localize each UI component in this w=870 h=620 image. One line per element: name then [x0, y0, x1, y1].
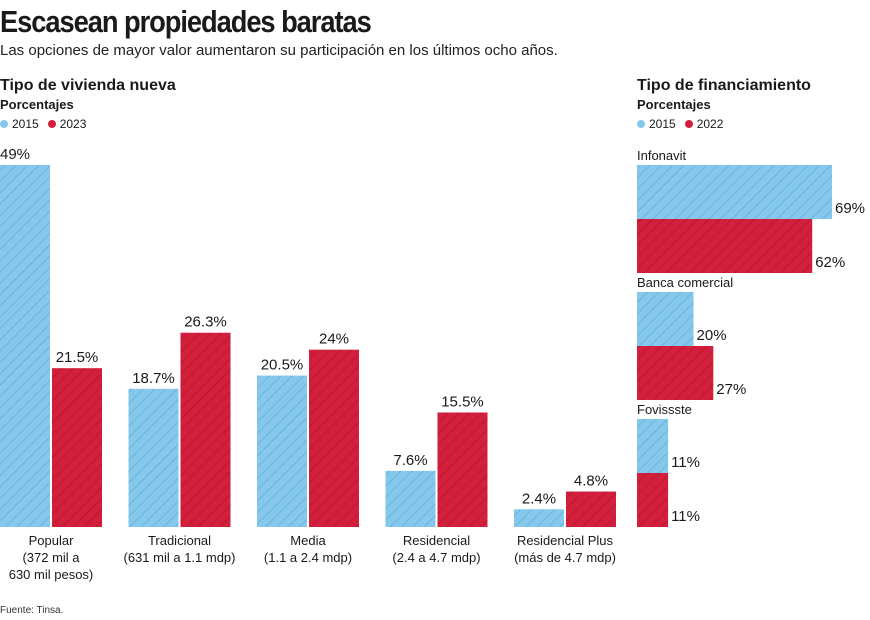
- vivienda-value-label-2015-1: 18.7%: [132, 370, 175, 387]
- legend-swatch-2015-fin: [637, 120, 645, 128]
- source-note: Fuente: Tinsa.: [0, 605, 64, 616]
- financiamiento-bar-2022-1: [637, 346, 714, 400]
- vivienda-bar-2023-0: [52, 368, 102, 527]
- vivienda-value-label-2015-0: 49%: [0, 146, 30, 163]
- vivienda-category-label-0-2: 630 mil pesos): [9, 567, 94, 582]
- financiamiento-value-label-2022-0: 62%: [815, 254, 845, 271]
- vivienda-value-label-2015-2: 20.5%: [261, 357, 304, 374]
- legend-item-2015-fin: 2015: [637, 117, 676, 131]
- vivienda-bar-2015-1: [128, 388, 179, 527]
- vivienda-bar-2015-4: [514, 509, 564, 527]
- financiamiento-bars-group: Infonavit 69% 62% Banca comercial 20% 27% Fovi…: [637, 148, 865, 527]
- financiamiento-bar-2015-2: [637, 419, 669, 473]
- vivienda-value-label-2023-4: 4.8%: [574, 473, 608, 490]
- financiamiento-bar-2015-0: [637, 165, 832, 219]
- vivienda-category-label-2-1: (1.1 a 2.4 mdp): [264, 550, 352, 565]
- vivienda-category-label-1-0: Tradicional: [148, 533, 211, 548]
- financiamiento-category-label-0: Infonavit: [637, 148, 687, 163]
- vivienda-category-label-2-0: Media: [290, 533, 326, 548]
- vivienda-bar-2023-2: [309, 349, 359, 527]
- vivienda-section-title: Tipo de vivienda nueva: [0, 77, 176, 94]
- vivienda-bars-group: 49% 21.5% Popular (372 mil a 630 mil pesos) 1…: [0, 146, 616, 582]
- legend-item-2015: 2015: [0, 117, 39, 131]
- vivienda-bar-2023-1: [180, 332, 231, 527]
- vivienda-category-label-1-1: (631 mil a 1.1 mdp): [124, 550, 236, 565]
- chart-title: Escasean propiedades baratas: [0, 4, 372, 39]
- vivienda-value-label-2023-1: 26.3%: [184, 314, 227, 331]
- legend-label-2023: 2023: [59, 117, 87, 131]
- vivienda-value-label-2023-2: 24%: [319, 331, 349, 348]
- financiamiento-value-label-2022-2: 11%: [671, 508, 700, 525]
- vivienda-value-label-2023-0: 21.5%: [56, 349, 99, 366]
- legend-swatch-2022: [684, 120, 693, 128]
- vivienda-bar-2023-3: [437, 412, 488, 527]
- legend-label-2015-fin: 2015: [649, 117, 676, 131]
- vivienda-category-label-4-1: (más de 4.7 mdp): [514, 550, 616, 565]
- vivienda-category-label-4-0: Residencial Plus: [517, 533, 614, 548]
- vivienda-bar-2015-2: [257, 375, 307, 527]
- legend-swatch-2023: [47, 120, 56, 128]
- legend-item-2022: 2022: [684, 117, 724, 131]
- chart-subtitle: Las opciones de mayor valor aumentaron s…: [0, 42, 558, 59]
- financiamiento-bar-2015-1: [637, 292, 694, 346]
- legend-item-2023: 2023: [47, 117, 87, 131]
- vivienda-legend: 2015 2023: [0, 117, 95, 131]
- vivienda-bar-2015-3: [385, 470, 436, 527]
- financiamiento-value-label-2015-0: 69%: [835, 200, 865, 217]
- vivienda-value-label-2015-4: 2.4%: [522, 490, 556, 507]
- legend-label-2022: 2022: [696, 117, 724, 131]
- financiamiento-category-label-1: Banca comercial: [637, 275, 733, 290]
- financiamiento-bar-2022-0: [637, 219, 813, 273]
- financiamiento-section-title: Tipo de financiamiento: [637, 77, 811, 94]
- vivienda-value-label-2015-3: 7.6%: [393, 452, 427, 469]
- vivienda-category-label-3-1: (2.4 a 4.7 mdp): [392, 550, 480, 565]
- vivienda-unit-label: Porcentajes: [0, 97, 74, 112]
- vivienda-bar-2023-4: [566, 491, 616, 527]
- vivienda-category-label-3-0: Residencial: [403, 533, 470, 548]
- vivienda-bar-2015-0: [0, 165, 50, 527]
- vivienda-category-label-0-0: Popular: [29, 533, 74, 548]
- vivienda-category-label-0-1: (372 mil a: [22, 550, 80, 565]
- financiamiento-value-label-2022-1: 27%: [716, 381, 746, 398]
- financiamiento-value-label-2015-2: 11%: [671, 454, 700, 471]
- financiamiento-legend: 2015 2022: [637, 117, 732, 131]
- financiamiento-unit-label: Porcentajes: [637, 97, 711, 112]
- vivienda-value-label-2023-3: 15.5%: [441, 393, 484, 410]
- legend-swatch-2015: [0, 120, 8, 128]
- legend-label-2015: 2015: [12, 117, 39, 131]
- financiamiento-bar-2022-2: [637, 473, 669, 527]
- financiamiento-category-label-2: Fovissste: [637, 402, 692, 417]
- financiamiento-value-label-2015-1: 20%: [697, 327, 727, 344]
